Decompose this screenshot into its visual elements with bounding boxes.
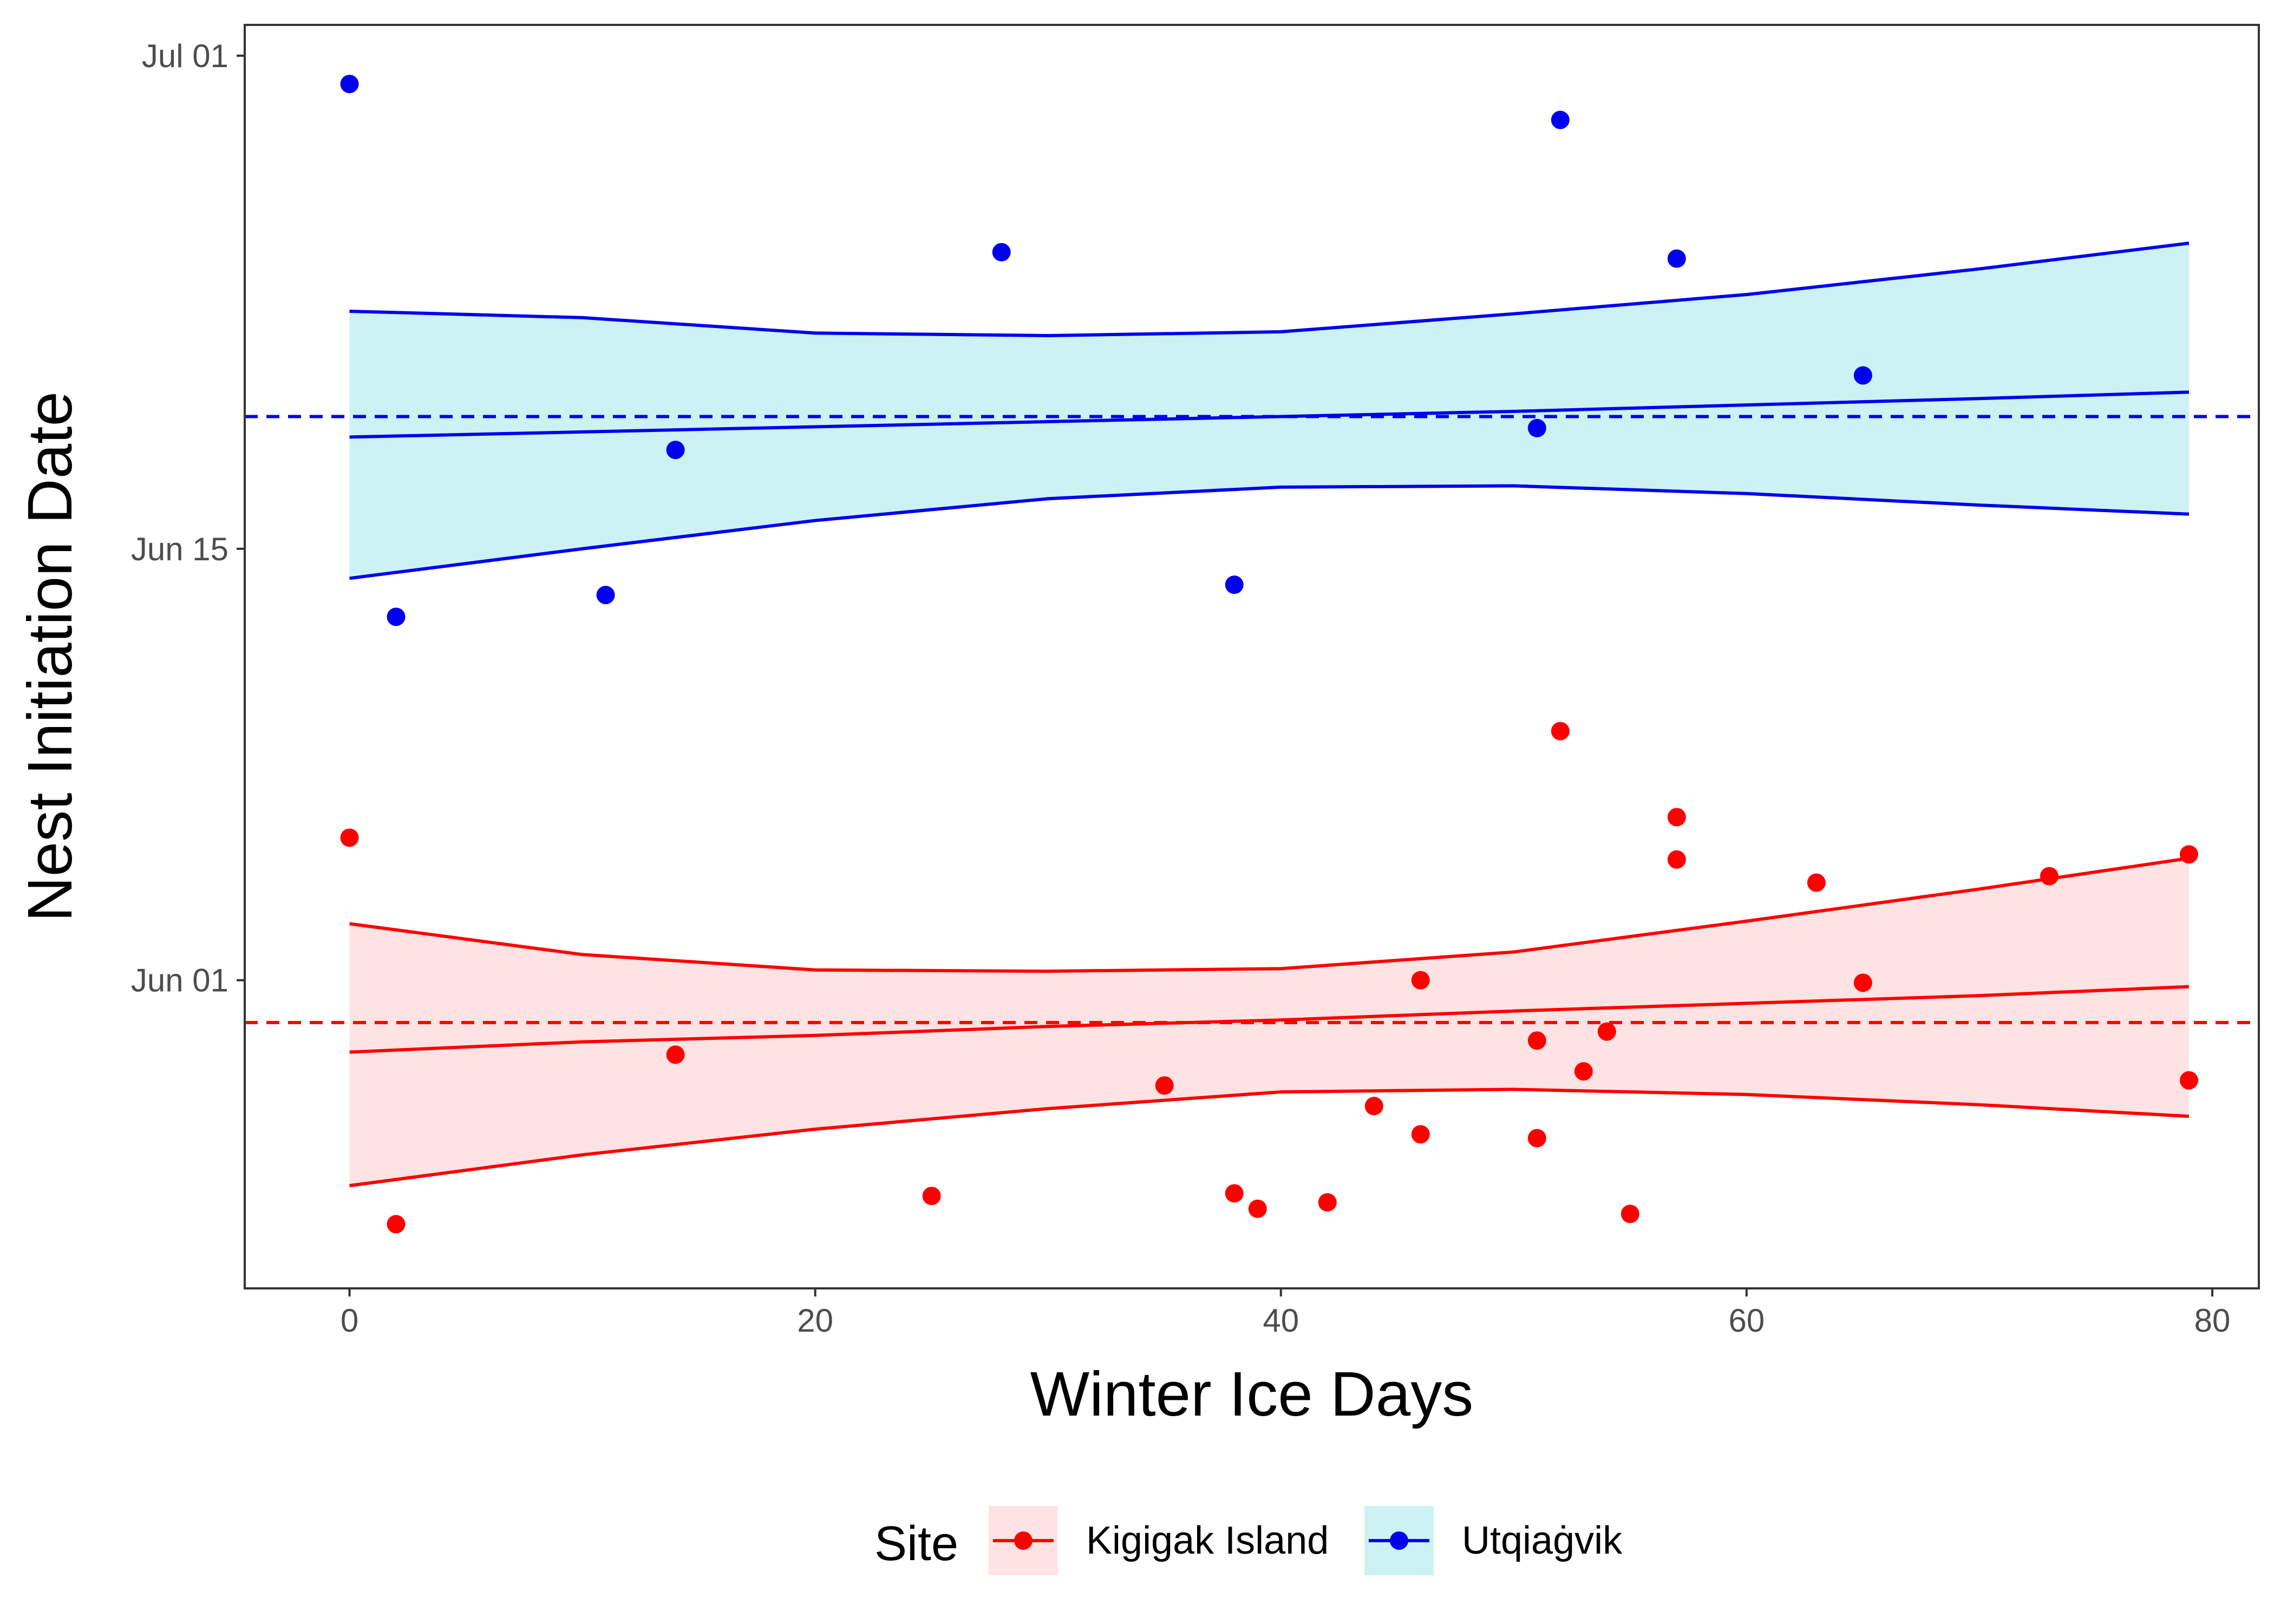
y-axis: Jul 01 Jun 15 Jun 01 bbox=[131, 38, 245, 999]
utqiag-vik-data-point bbox=[1527, 418, 1546, 437]
kigigak-island-data-point bbox=[1597, 1022, 1616, 1041]
legend-title: Site bbox=[874, 1517, 958, 1571]
kigigak-island-legend-point bbox=[1014, 1531, 1033, 1550]
fit-lines bbox=[349, 241, 2190, 1188]
kigigak-island-data-point bbox=[1667, 808, 1686, 827]
kigigak-island-data-point bbox=[340, 828, 359, 847]
utqiag-vik-data-point bbox=[340, 75, 359, 94]
utqiag-vik-data-point bbox=[387, 607, 406, 626]
kigigak-island-lower-bound-line bbox=[349, 1088, 2190, 1188]
utqiag-vik-data-point bbox=[1853, 366, 1872, 385]
utqiag-vik-upper-bound-line bbox=[349, 241, 2190, 338]
kigigak-island-data-point bbox=[1853, 973, 1872, 992]
kigigak-island-data-point bbox=[1225, 1184, 1244, 1203]
kigigak-island-data-point bbox=[1248, 1199, 1267, 1218]
utqiag-vik-data-point bbox=[1551, 110, 1570, 129]
kigigak-island-data-point bbox=[1527, 1129, 1546, 1148]
data-points bbox=[340, 75, 2198, 1234]
utqiag-vik-confidence-band bbox=[349, 243, 2189, 579]
utqiag-vik-data-point bbox=[992, 243, 1011, 261]
legend-items: Kigigak Island Utqiaġvik bbox=[989, 1506, 1623, 1575]
kigigak-island-data-point bbox=[1527, 1031, 1546, 1050]
utqiag-vik-legend-point bbox=[1390, 1531, 1408, 1550]
x-tick-label: 40 bbox=[1263, 1302, 1299, 1339]
x-tick-label: 60 bbox=[1728, 1302, 1765, 1339]
kigigak-island-data-point bbox=[1667, 850, 1686, 869]
utqiag-vik-data-point bbox=[1225, 575, 1244, 594]
kigigak-island-data-point bbox=[2040, 867, 2059, 886]
y-tick-label: Jul 01 bbox=[142, 38, 228, 74]
x-axis: 0 20 40 60 80 bbox=[341, 1288, 2231, 1339]
kigigak-island-data-point bbox=[1551, 722, 1570, 741]
kigigak-island-data-point bbox=[387, 1215, 406, 1234]
kigigak-island-upper-bound-line bbox=[349, 856, 2190, 973]
utqiag-vik-data-point bbox=[596, 586, 615, 605]
kigigak-island-data-point bbox=[1411, 971, 1430, 990]
utqiag-vik-lower-bound-line bbox=[349, 484, 2190, 580]
utqiag-vik-fit-line bbox=[349, 390, 2190, 439]
kigigak-island-legend-label: Kigigak Island bbox=[1086, 1519, 1329, 1562]
kigigak-island-data-point bbox=[2179, 1071, 2198, 1090]
kigigak-island-data-point bbox=[1318, 1193, 1337, 1212]
kigigak-island-data-point bbox=[2179, 845, 2198, 864]
y-axis-title: Nest Initiation Date bbox=[15, 391, 85, 922]
x-tick-label: 20 bbox=[797, 1302, 833, 1339]
kigigak-island-fit-line bbox=[349, 985, 2190, 1054]
kigigak-island-data-point bbox=[666, 1045, 685, 1064]
utqiag-vik-data-point bbox=[666, 441, 685, 460]
y-tick-label: Jun 15 bbox=[131, 531, 228, 567]
y-tick-label: Jun 01 bbox=[131, 962, 228, 999]
kigigak-island-data-point bbox=[1411, 1125, 1430, 1144]
utqiag-vik-data-point bbox=[1667, 249, 1686, 268]
kigigak-island-data-point bbox=[1364, 1097, 1383, 1116]
legend: Site Kigigak Island Utqiaġvik bbox=[874, 1506, 1623, 1575]
x-tick-label: 80 bbox=[2194, 1302, 2231, 1339]
kigigak-island-data-point bbox=[1620, 1204, 1639, 1223]
kigigak-island-data-point bbox=[1155, 1076, 1174, 1095]
kigigak-island-data-point bbox=[1807, 873, 1826, 892]
kigigak-island-data-point bbox=[1574, 1062, 1593, 1081]
utqiag-vik-legend-label: Utqiaġvik bbox=[1462, 1519, 1623, 1562]
kigigak-island-data-point bbox=[922, 1187, 941, 1206]
x-axis-title: Winter Ice Days bbox=[1030, 1359, 1474, 1429]
x-tick-label: 0 bbox=[341, 1302, 358, 1339]
plot-panel-border bbox=[244, 24, 2260, 1289]
